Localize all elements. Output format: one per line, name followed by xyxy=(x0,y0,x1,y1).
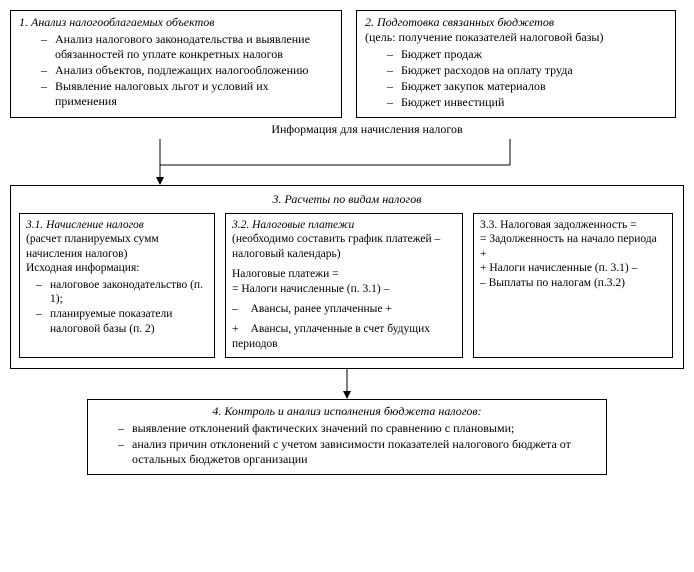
box-1-title: 1. Анализ налогооблагаемых объектов xyxy=(19,15,333,30)
box-3-subrow: 3.1. Начисление налогов (расчет планируе… xyxy=(19,213,675,358)
box-4: 4. Контроль и анализ исполнения бюджета … xyxy=(87,399,607,475)
connector-top xyxy=(10,139,684,185)
box-3-2-subtitle: (необходимо составить график платежей – … xyxy=(232,232,456,261)
box-3-title: 3. Расчеты по видам налогов xyxy=(19,192,675,207)
formula-line: – Выплаты по налогам (п.3.2) xyxy=(480,276,666,290)
box-3-1-subtitle: (расчет планируемых сумм начисления нало… xyxy=(26,232,208,261)
box-3-1-lead: Исходная информация: xyxy=(26,261,208,275)
formula-line: + Налоги начисленные (п. 3.1) – xyxy=(480,261,666,275)
list-item: Анализ налогового законодательства и выя… xyxy=(41,32,333,62)
list-item: Анализ объектов, подлежащих налогообложе… xyxy=(41,63,333,78)
box-2-list: Бюджет продаж Бюджет расходов на оплату … xyxy=(365,47,667,110)
list-item: Выявление налоговых льгот и условий их п… xyxy=(41,79,333,109)
box-1-list: Анализ налогового законодательства и выя… xyxy=(19,32,333,109)
formula-head: Налоговые платежи = xyxy=(232,267,456,281)
list-item: Бюджет инвестиций xyxy=(387,95,667,110)
box-3-3-title: 3.3. Налоговая задолженность = xyxy=(480,218,666,232)
box-3-1-title: 3.1. Начисление налогов xyxy=(26,219,144,231)
list-item: анализ причин отклонений с учетом зависи… xyxy=(118,437,598,467)
formula-line: + Авансы, уплаченные в счет будущих пери… xyxy=(232,322,456,351)
list-item: выявление отклонений фактических значени… xyxy=(118,421,598,436)
formula-line: – Авансы, ранее уплаченные + xyxy=(232,302,456,316)
list-item: планируемые показатели налоговой базы (п… xyxy=(36,307,208,336)
top-row: 1. Анализ налогооблагаемых объектов Анал… xyxy=(10,10,684,118)
box-3-3: 3.3. Налоговая задолженность = = Задолже… xyxy=(473,213,673,358)
box-1: 1. Анализ налогооблагаемых объектов Анал… xyxy=(10,10,342,118)
list-item: Бюджет закупок материалов xyxy=(387,79,667,94)
box-4-title: 4. Контроль и анализ исполнения бюджета … xyxy=(96,404,598,419)
box-2-subtitle: (цель: получение показателей налоговой б… xyxy=(365,30,667,45)
box-4-list: выявление отклонений фактических значени… xyxy=(96,421,598,467)
formula-line: = Задолженность на начало периода + xyxy=(480,232,666,261)
formula-line: = Налоги начисленные (п. 3.1) – xyxy=(232,282,456,296)
box-2-title: 2. Подготовка связанных бюджетов xyxy=(365,15,667,30)
box-3-1: 3.1. Начисление налогов (расчет планируе… xyxy=(19,213,215,358)
box-3-1-list: налоговое законодательство (п. 1); плани… xyxy=(26,278,208,337)
mid-label: Информация для начисления налогов xyxy=(50,122,684,137)
box-2: 2. Подготовка связанных бюджетов (цель: … xyxy=(356,10,676,118)
connector-bottom xyxy=(10,369,684,399)
box-3-2: 3.2. Налоговые платежи (необходимо соста… xyxy=(225,213,463,358)
box-3: 3. Расчеты по видам налогов 3.1. Начисле… xyxy=(10,185,684,369)
box-3-2-title: 3.2. Налоговые платежи xyxy=(232,219,354,231)
list-item: Бюджет продаж xyxy=(387,47,667,62)
list-item: налоговое законодательство (п. 1); xyxy=(36,278,208,307)
list-item: Бюджет расходов на оплату труда xyxy=(387,63,667,78)
